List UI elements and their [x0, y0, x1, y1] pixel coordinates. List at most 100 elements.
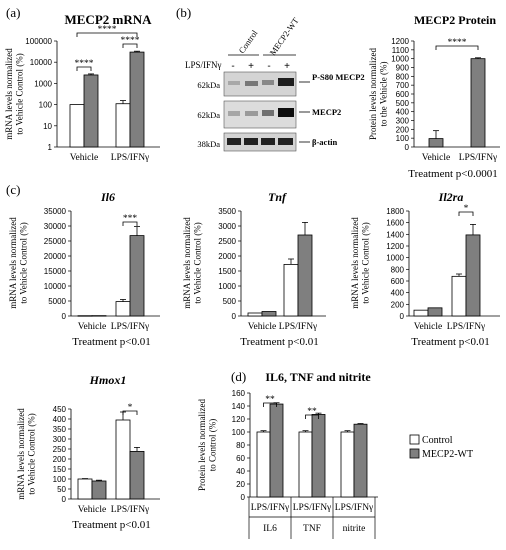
bar-control-0 — [256, 431, 271, 498]
y-tick-label: 600 — [396, 90, 410, 99]
legend-swatch-control — [409, 434, 420, 445]
y-tick-label: 200 — [53, 455, 67, 464]
y-tick-label: 0 — [62, 312, 67, 321]
y-tick-label: 0 — [405, 143, 410, 152]
band-label-ps80: P-S80 MECP2 — [312, 72, 365, 82]
significance-stars: **** — [448, 38, 467, 48]
bar-control-1 — [115, 301, 131, 317]
y-tick-label: 1000 — [34, 79, 52, 88]
mw-marker-2: 62kDa — [197, 110, 220, 120]
y-tick-label: 10000 — [30, 58, 53, 67]
chart-tnf: Tnf mRNA levels normalizedto Vehicle Cont… — [182, 190, 326, 348]
bar-mecp2-wt-0 — [427, 307, 443, 317]
chart-il6: Il6 mRNA levels normalizedto Vehicle Cont… — [8, 190, 160, 348]
significance-stars: ** — [265, 395, 275, 405]
y-axis-label: Protein levels normalizedto Control (%) — [197, 399, 217, 491]
y-tick-label: 2000 — [218, 252, 236, 261]
blot-strip-actin — [223, 132, 297, 152]
significance-stars: ** — [307, 407, 317, 417]
treatment-pvalue: Treatment p<0.01 — [411, 336, 490, 348]
significance-stars: *** — [123, 214, 138, 224]
bar-control-2 — [340, 431, 355, 498]
y-tick-label: 160 — [232, 389, 246, 398]
legend-label-control: Control — [422, 435, 453, 446]
y-tick-label: 1600 — [386, 219, 404, 228]
legend: Control MECP2-WT — [409, 434, 473, 460]
chart-il6-tnf-nitrite: IL6, TNF and nitrite Protein levels norma… — [197, 370, 378, 539]
x-tick-label: Vehicle — [248, 322, 277, 332]
bar-control-0 — [413, 309, 429, 317]
y-tick-label: 150 — [53, 465, 67, 474]
significance-bracket — [458, 211, 474, 216]
y-tick-label: 30000 — [44, 222, 67, 231]
y-axis-label: mRNA levels normalizedto Vehicle Control… — [4, 48, 24, 140]
y-tick-label: 500 — [223, 297, 237, 306]
y-tick-label: 1000 — [386, 254, 404, 263]
bar-mecp2-wt-0 — [269, 403, 284, 498]
y-tick-label: 700 — [396, 81, 410, 90]
bar-value-1 — [470, 58, 486, 148]
y-tick-label: 5000 — [48, 297, 66, 306]
bar-mecp2-wt-0 — [261, 311, 277, 317]
y-tick-label: 0 — [232, 312, 237, 321]
treatment-pvalue: Treatment p<0.0001 — [408, 168, 498, 180]
y-tick-label: 400 — [391, 289, 405, 298]
bar-control-1 — [298, 431, 313, 498]
significance-stars: **** — [121, 36, 140, 46]
x-tick-label: LPS/IFNγ — [459, 153, 498, 163]
bar-mecp2-wt-1 — [311, 414, 326, 498]
blot-treatment-label: LPS/IFNγ — [185, 60, 222, 70]
chart-title: Il6 — [100, 190, 115, 204]
y-tick-label: 1000 — [391, 55, 409, 64]
y-tick-label: 120 — [232, 415, 246, 424]
y-axis-label: mRNA levels normalizedto Vehicle Control… — [8, 217, 28, 309]
x-tick-label: Vehicle — [422, 153, 451, 163]
band-label-actin: β-actin — [312, 137, 338, 147]
y-tick-label: 140 — [232, 402, 246, 411]
group-label: IL6 — [263, 524, 277, 534]
y-axis-label: mRNA levels normalizedto Vehicle Control… — [350, 217, 370, 309]
y-axis-label: Protein levels normalizedto the Vehicle … — [368, 48, 388, 140]
bar-control-1 — [115, 103, 131, 148]
x-tick-label: LPS/IFNγ — [335, 503, 374, 513]
y-tick-label: 40 — [236, 467, 245, 476]
y-axis-label: mRNA levels normalizedto Vehicle Control… — [182, 217, 202, 309]
bar-mecp2-wt-1 — [297, 234, 313, 317]
chart-title: Hmox1 — [89, 373, 127, 387]
y-tick-label: 0 — [241, 493, 246, 502]
western-blot: Control MECP2-WT LPS/IFNγ - + - + 62kDa … — [185, 15, 365, 152]
bar-value-0 — [428, 138, 444, 148]
chart-hmox1: Hmox1 mRNA levels normalizedto Vehicle Co… — [16, 373, 160, 531]
lane-sign-2: + — [248, 61, 254, 72]
y-tick-label: 25000 — [44, 237, 67, 246]
y-tick-label: 15000 — [44, 267, 67, 276]
y-tick-label: 300 — [396, 117, 410, 126]
significance-bracket — [305, 414, 319, 419]
mw-marker-3: 38kDa — [197, 139, 220, 149]
y-tick-label: 400 — [53, 415, 67, 424]
y-tick-label: 35000 — [44, 207, 67, 216]
y-tick-label: 350 — [53, 425, 67, 434]
x-tick-label: Vehicle — [70, 153, 99, 163]
bar-control-0 — [247, 312, 263, 317]
y-tick-label: 200 — [396, 125, 410, 134]
y-tick-label: 1200 — [386, 242, 404, 251]
y-tick-label: 100 — [396, 134, 410, 143]
x-tick-label: LPS/IFNγ — [279, 322, 318, 332]
panel-letter-b: (b) — [176, 5, 191, 20]
y-tick-label: 100 — [53, 475, 67, 484]
significance-bracket — [122, 221, 138, 226]
y-tick-label: 20000 — [44, 252, 67, 261]
bar-control-0 — [69, 104, 85, 148]
y-tick-label: 400 — [396, 108, 410, 117]
bar-mecp2-wt-1 — [465, 234, 481, 317]
x-tick-label: LPS/IFNγ — [293, 503, 332, 513]
significance-bracket — [122, 410, 138, 415]
group-label: nitrite — [343, 524, 366, 534]
bar-mecp2-wt-1 — [129, 450, 145, 500]
lane-label-mecp2: MECP2-WT — [267, 15, 301, 57]
bar-mecp2-wt-0 — [91, 480, 107, 500]
y-tick-label: 250 — [53, 445, 67, 454]
y-tick-label: 100 — [232, 428, 246, 437]
